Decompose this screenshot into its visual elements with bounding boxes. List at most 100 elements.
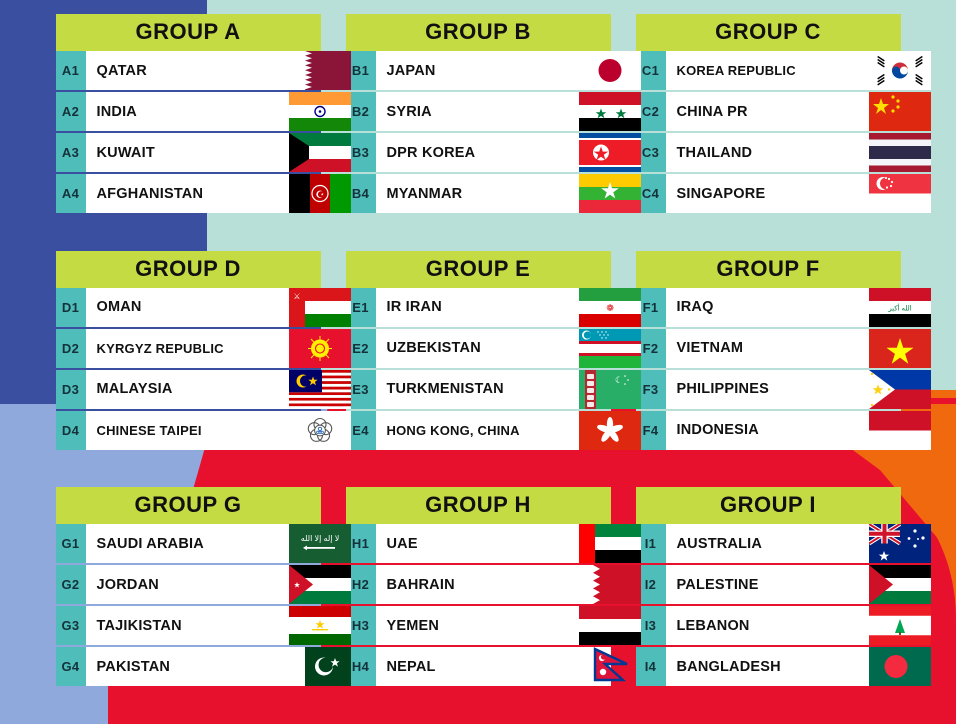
table-row[interactable]: C3 THAILAND <box>635 133 931 172</box>
flag-hong-kong-icon <box>578 410 641 450</box>
flag-japan-icon <box>578 51 641 90</box>
team-slot-code: D3 <box>55 369 86 409</box>
flag-china-icon <box>868 92 931 131</box>
group-card-i: GROUP I I1 AUSTRALIA I2 PALESTINE I3 LEBANON … <box>635 487 931 724</box>
team-slot-code: B3 <box>345 133 376 172</box>
flag-palestine-icon <box>868 565 931 605</box>
team-name: SINGAPORE <box>665 174 901 213</box>
table-row[interactable]: D1 OMAN ⚔ <box>55 287 351 327</box>
table-row[interactable]: A3 KUWAIT <box>55 133 351 172</box>
table-row[interactable]: C4 SINGAPORE <box>635 174 931 213</box>
table-row[interactable]: B3 DPR KOREA <box>345 133 641 172</box>
table-row[interactable]: I2 PALESTINE <box>635 565 931 605</box>
group-card-c: GROUP C C1 KOREA REPUBLIC C2 CHINA PR C3 THA… <box>635 14 931 251</box>
table-row[interactable]: A2 INDIA <box>55 92 351 131</box>
team-name: JAPAN <box>375 51 611 90</box>
table-row[interactable]: I1 AUSTRALIA <box>635 524 931 564</box>
svg-text:لا إله إلا الله: لا إله إلا الله <box>300 534 339 544</box>
team-name: TAJIKISTAN <box>85 606 321 646</box>
row-separator <box>635 90 901 92</box>
table-row[interactable]: D4 CHINESE TAIPEI <box>55 410 351 450</box>
team-slot-code: I2 <box>635 565 666 605</box>
row-separator <box>55 408 321 411</box>
table-row[interactable]: A4 AFGHANISTAN ☪ <box>55 174 351 213</box>
team-name: THAILAND <box>665 133 901 172</box>
table-row[interactable]: C2 CHINA PR <box>635 92 931 131</box>
team-name: IR IRAN <box>375 287 611 327</box>
table-row[interactable]: A1 QATAR <box>55 51 351 90</box>
flag-thailand-icon <box>868 133 931 172</box>
table-row[interactable]: H2 BAHRAIN <box>345 565 641 605</box>
table-row[interactable]: B1 JAPAN <box>345 51 641 90</box>
flag-lebanon-icon <box>868 606 931 646</box>
table-row[interactable]: D2 KYRGYZ REPUBLIC <box>55 328 351 368</box>
team-list: B1 JAPAN B2 SYRIA B3 DPR KOREA B4 MYANMAR <box>345 51 641 213</box>
table-row[interactable]: B2 SYRIA <box>345 92 641 131</box>
table-row[interactable]: I3 LEBANON <box>635 606 931 646</box>
team-slot-code: G3 <box>55 606 86 646</box>
team-name: UZBEKISTAN <box>375 328 611 368</box>
flag-uzbekistan-icon <box>578 328 641 368</box>
table-row[interactable]: C1 KOREA REPUBLIC <box>635 51 931 90</box>
svg-text:❁: ❁ <box>606 303 614 313</box>
team-name: MYANMAR <box>375 174 611 213</box>
team-slot-code: A2 <box>55 92 86 131</box>
table-row[interactable]: H4 NEPAL <box>345 647 628 687</box>
table-row[interactable]: G1 SAUDI ARABIA لا إله إلا الله <box>55 524 351 564</box>
team-name: OMAN <box>85 287 321 327</box>
table-row[interactable]: G3 TAJIKISTAN <box>55 606 351 646</box>
table-row[interactable]: G2 JORDAN <box>55 565 351 605</box>
table-row[interactable]: F3 PHILIPPINES <box>635 369 931 409</box>
table-row[interactable]: F4 INDONESIA <box>635 410 931 450</box>
team-name: HONG KONG, CHINA <box>375 410 611 450</box>
team-slot-code: A4 <box>55 174 86 213</box>
row-separator <box>345 90 611 92</box>
team-slot-code: F1 <box>635 287 666 327</box>
table-row[interactable]: F1 IRAQ الله أكبر <box>635 287 931 327</box>
flag-iran-icon: ❁ <box>578 287 641 327</box>
table-row[interactable]: I4 BANGLADESH <box>635 647 931 687</box>
row-separator <box>55 563 321 566</box>
group-title: GROUP D <box>55 250 321 288</box>
flag-india-icon <box>288 92 351 131</box>
team-name: LEBANON <box>665 606 901 646</box>
table-row[interactable]: E2 UZBEKISTAN <box>345 328 641 368</box>
group-title: GROUP G <box>55 487 321 525</box>
row-separator <box>55 172 321 174</box>
row-separator <box>55 131 321 133</box>
row-separator <box>635 172 901 174</box>
team-slot-code: A1 <box>55 51 86 90</box>
svg-text:الله أكبر: الله أكبر <box>887 303 911 312</box>
table-row[interactable]: E3 TURKMENISTAN ☾ <box>345 369 641 409</box>
table-row[interactable]: B4 MYANMAR <box>345 174 641 213</box>
flag-iraq-icon: الله أكبر <box>868 287 931 327</box>
row-separator <box>345 367 611 370</box>
team-slot-code: E4 <box>345 410 376 450</box>
flag-chinese-taipei-icon <box>288 410 351 450</box>
table-row[interactable]: D3 MALAYSIA <box>55 369 351 409</box>
team-name: VIETNAM <box>665 328 901 368</box>
row-separator <box>635 645 901 648</box>
group-title: GROUP E <box>345 250 611 288</box>
table-row[interactable]: G4 PAKISTAN <box>55 647 351 687</box>
team-list: I1 AUSTRALIA I2 PALESTINE I3 LEBANON I4 BANGL… <box>635 524 931 687</box>
row-separator <box>345 326 611 329</box>
team-slot-code: E3 <box>345 369 376 409</box>
team-slot-code: C1 <box>635 51 666 90</box>
row-separator <box>635 604 901 607</box>
team-slot-code: G1 <box>55 524 86 564</box>
table-row[interactable]: E1 IR IRAN ❁ <box>345 287 641 327</box>
row-separator <box>345 172 611 174</box>
flag-nepal-icon <box>579 647 641 686</box>
team-name: TURKMENISTAN <box>375 369 611 409</box>
flag-qatar-icon <box>288 51 351 90</box>
table-row[interactable]: F2 VIETNAM <box>635 328 931 368</box>
team-slot-code: H3 <box>345 606 376 646</box>
team-name: JORDAN <box>85 565 321 605</box>
team-slot-code: C3 <box>635 133 666 172</box>
team-slot-code: F4 <box>635 410 666 450</box>
table-row[interactable]: E4 HONG KONG, CHINA <box>345 410 641 450</box>
flag-syria-icon <box>578 92 641 131</box>
table-row[interactable]: H1 UAE <box>345 524 641 564</box>
table-row[interactable]: H3 YEMEN <box>345 606 641 646</box>
